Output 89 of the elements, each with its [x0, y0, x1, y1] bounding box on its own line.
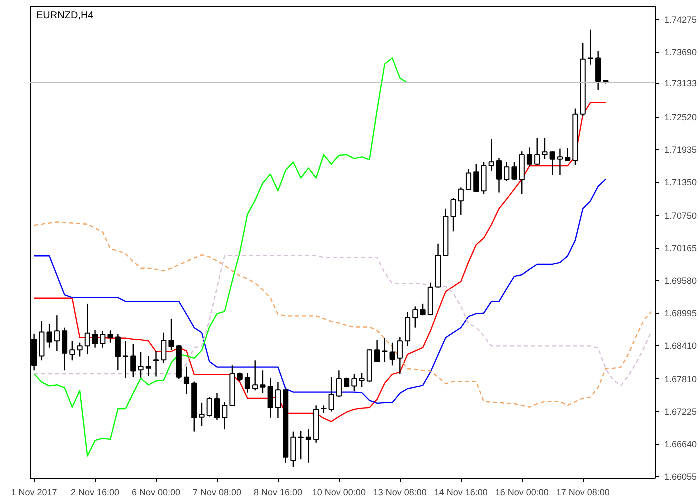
y-tick-label: 1.67810 [664, 374, 698, 384]
candlestick [77, 342, 83, 358]
line-series [34, 178, 607, 404]
candlestick [588, 29, 594, 66]
candlestick [352, 374, 358, 392]
ref-line-label: 1.73133 [664, 78, 698, 89]
y-tick-label: 1.68995 [664, 308, 698, 319]
candlestick [84, 303, 90, 356]
candlestick [275, 382, 281, 420]
candlestick [542, 138, 548, 160]
candlestick [252, 360, 258, 392]
candlestick [488, 138, 494, 172]
candlestick [222, 402, 228, 430]
candlestick [458, 187, 464, 216]
candlestick [290, 431, 296, 468]
candlestick [138, 352, 144, 378]
candlestick [70, 340, 76, 362]
candlestick [382, 338, 388, 363]
candlestick [412, 306, 418, 328]
candlestick [512, 162, 518, 182]
x-tick-label: 6 Nov 00:00 [132, 488, 181, 498]
candlestick [306, 428, 312, 464]
candlestick [100, 330, 106, 348]
y-tick-label: 1.70750 [664, 211, 698, 222]
y-tick-label: 1.72520 [664, 112, 698, 123]
y-tick-label: 1.73690 [664, 48, 698, 58]
y-tick-label: 1.69580 [664, 276, 698, 286]
candlestick [130, 344, 136, 378]
candlestick [62, 327, 68, 372]
line-series [34, 102, 607, 422]
y-tick-label: 1.74275 [664, 15, 698, 26]
line-series [34, 222, 652, 408]
candlestick [344, 377, 350, 388]
y-tick-label: 1.66640 [664, 440, 698, 450]
y-tick-label: 1.68410 [664, 341, 698, 352]
candlestick [184, 366, 190, 395]
candlestick [526, 147, 533, 167]
chart-title: EURNZD,H4 [36, 10, 94, 22]
x-tick-label: 13 Nov 08:00 [373, 488, 427, 498]
candlestick [153, 350, 160, 378]
x-tick-label: 8 Nov 16:00 [254, 488, 302, 498]
x-tick-label: 7 Nov 08:00 [192, 488, 242, 498]
y-tick-label: 1.67225 [664, 407, 698, 418]
candlestick [146, 356, 152, 377]
candlestick [199, 402, 205, 427]
candlestick [450, 198, 456, 232]
candlestick [474, 164, 480, 193]
candlestick [298, 430, 304, 460]
candlestick [504, 162, 510, 182]
candlestick [214, 392, 220, 421]
line-series [34, 254, 652, 386]
x-tick-label: 17 Nov 08:00 [556, 488, 610, 498]
candlestick [557, 148, 564, 176]
x-tick-label: 16 Nov 00:00 [495, 488, 549, 498]
x-tick-label: 1 Nov 2017 [11, 488, 58, 498]
candlestick [405, 312, 411, 347]
y-tick-label: 1.71350 [664, 178, 698, 188]
candlestick [565, 148, 571, 162]
y-tick-label: 1.71935 [664, 145, 698, 156]
candlestick [374, 339, 380, 363]
candlestick [390, 342, 396, 366]
candlestick [596, 50, 602, 92]
candlestick [550, 151, 556, 176]
candlestick [92, 329, 98, 348]
candlestick [122, 340, 129, 380]
candlestick [244, 372, 251, 394]
candlestick [359, 372, 365, 388]
x-tick-label: 10 Nov 00:00 [312, 488, 366, 498]
candlestick [397, 336, 403, 375]
candlestick [336, 370, 342, 398]
candlestick [496, 158, 502, 194]
line-series [34, 58, 408, 457]
candlestick [534, 138, 540, 166]
candlestick [115, 334, 121, 371]
candlestick [161, 332, 167, 364]
candlestick [39, 320, 45, 362]
x-tick-label: 14 Nov 16:00 [434, 488, 488, 498]
candlestick [168, 318, 174, 351]
candlestick [268, 378, 274, 418]
candlestick [260, 370, 266, 394]
candlestick [54, 315, 60, 352]
candlestick [328, 376, 334, 412]
y-tick-label: 1.70165 [664, 244, 698, 254]
candlestick [206, 396, 212, 418]
y-tick-label: 1.66055 [664, 472, 698, 482]
candlestick [108, 330, 114, 344]
candlestick [466, 168, 472, 192]
candlestick [46, 324, 52, 348]
x-tick-label: 2 Nov 16:00 [71, 488, 120, 498]
